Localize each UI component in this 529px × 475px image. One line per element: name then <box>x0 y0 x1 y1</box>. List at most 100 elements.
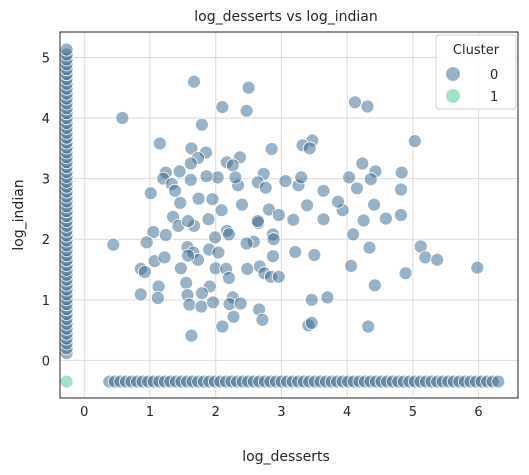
scatter-point <box>307 248 322 262</box>
scatter-point <box>265 249 280 264</box>
scatter-point <box>137 265 152 279</box>
scatter-point <box>215 319 230 334</box>
scatter-point <box>344 258 359 273</box>
scatter-point <box>418 250 433 265</box>
scatter-point <box>278 174 293 189</box>
scatter-point <box>187 74 201 89</box>
scatter-point <box>346 227 361 242</box>
legend-label-1: 1 <box>490 90 498 105</box>
scatter-point <box>304 292 319 307</box>
scatter-point <box>407 134 422 149</box>
scatter-point <box>225 158 240 173</box>
scatter-point <box>250 214 265 229</box>
scatter-point <box>264 142 279 156</box>
legend-marker-0 <box>446 67 460 81</box>
scatter-point <box>168 183 182 198</box>
scatter-point <box>378 211 393 226</box>
scatter-point <box>157 250 172 265</box>
x-tick-label: 6 <box>474 405 482 420</box>
scatter-point <box>106 237 121 252</box>
scatter-point <box>430 252 445 267</box>
scatter-point <box>271 208 286 222</box>
scatter-point <box>362 240 377 255</box>
scatter-point <box>208 230 223 245</box>
legend-label-0: 0 <box>490 68 498 83</box>
x-tick-label: 4 <box>343 405 351 420</box>
scatter-point <box>266 232 281 247</box>
y-tick-label: 4 <box>42 112 50 127</box>
scatter-point <box>241 80 256 95</box>
scatter-point <box>221 227 236 242</box>
y-tick-label: 0 <box>42 354 50 369</box>
scatter-point <box>183 172 198 187</box>
scatter-point <box>182 297 197 312</box>
scatter-point <box>398 266 413 281</box>
ticks-layer: 0 1 2 3 4 5 6 0 1 2 3 4 5 <box>42 51 483 420</box>
scatter-point <box>302 141 317 156</box>
scatter-point <box>183 156 198 171</box>
x-tick-label: 1 <box>146 405 154 420</box>
scatter-point <box>226 309 241 324</box>
scatter-point <box>304 315 319 330</box>
scatter-point <box>271 269 286 284</box>
scatter-point <box>288 245 303 259</box>
x-tick-label: 2 <box>212 405 220 420</box>
scatter-point <box>239 103 254 118</box>
y-tick-label: 2 <box>42 233 50 248</box>
scatter-point <box>181 248 196 263</box>
scatter-point <box>214 203 229 218</box>
scatter-point <box>355 156 370 171</box>
scatter-point <box>240 261 255 276</box>
scatter-point <box>139 235 154 250</box>
scatter-point <box>286 212 301 227</box>
scatter-point <box>172 164 187 179</box>
scatter-point <box>143 186 158 201</box>
legend-title: Cluster <box>453 43 500 58</box>
scatter-point <box>361 319 376 334</box>
scatter-point <box>491 374 506 389</box>
scatter-point <box>191 191 206 206</box>
chart-title: log_desserts vs log_indian <box>194 9 377 25</box>
scatter-point <box>150 291 165 305</box>
y-tick-label: 1 <box>42 294 50 309</box>
scatter-point <box>215 100 230 114</box>
scatter-point <box>367 278 382 293</box>
scatter-point <box>294 170 309 185</box>
scatter-point <box>331 194 345 209</box>
scatter-point <box>184 328 199 343</box>
scatter-point <box>470 260 485 275</box>
legend-marker-1 <box>446 89 460 103</box>
scatter-point <box>179 275 194 290</box>
y-tick-label: 3 <box>42 173 50 188</box>
scatter-point <box>258 180 273 195</box>
scatter-point <box>205 192 220 207</box>
scatter-point <box>394 182 408 197</box>
scatter-point <box>173 195 188 210</box>
plot-frame <box>59 31 519 399</box>
scatter-point <box>363 172 378 187</box>
y-axis-title: log_indian <box>11 179 27 250</box>
scatter-point <box>206 295 221 310</box>
scatter-point <box>320 290 335 305</box>
scatter-point <box>394 208 408 222</box>
scatter-point <box>350 181 364 196</box>
scatter-point <box>59 374 74 389</box>
scatter-point <box>158 228 173 242</box>
scatter-point <box>194 299 209 314</box>
x-tick-label: 0 <box>80 405 88 420</box>
x-tick-label: 3 <box>277 405 285 420</box>
scatter-point <box>194 117 209 132</box>
scatter-point <box>360 99 375 114</box>
y-tick-label: 5 <box>42 51 50 66</box>
scatter-point <box>255 312 270 327</box>
scatter-point <box>184 141 199 156</box>
scatter-point <box>199 169 214 184</box>
x-axis-title: log_desserts <box>242 449 330 465</box>
scatter-point <box>239 236 254 251</box>
scatter-point <box>233 296 248 311</box>
scatter-point <box>152 136 167 151</box>
legend: Cluster 0 1 <box>435 34 517 110</box>
x-tick-label: 5 <box>409 405 417 420</box>
